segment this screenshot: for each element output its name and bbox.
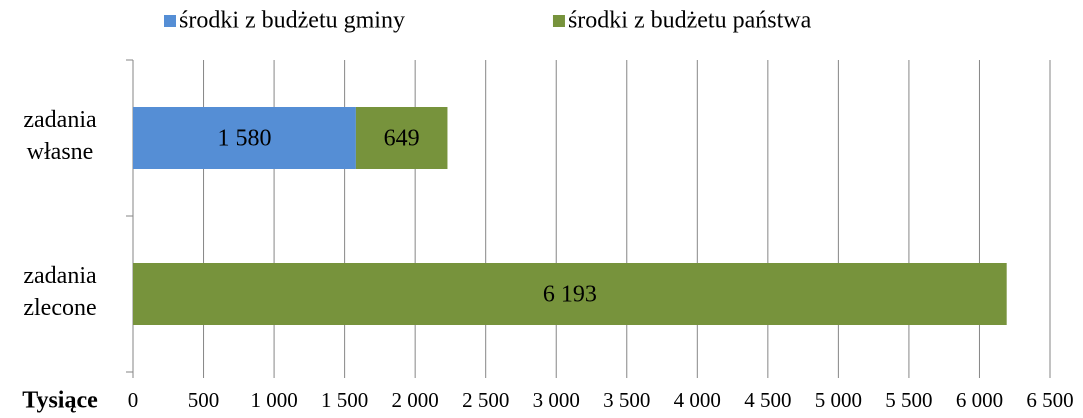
x-tick-label: 2 000 <box>392 388 439 412</box>
y-tick-label: zadania własne <box>23 107 97 165</box>
legend-swatch <box>552 15 565 27</box>
x-tick-label: 4 000 <box>674 388 721 412</box>
x-tick-label: 500 <box>188 388 220 412</box>
bar <box>133 107 356 169</box>
x-axis-label: Tysiące <box>22 388 98 414</box>
x-tick-label: 2 500 <box>462 388 509 412</box>
x-tick-label: 3 000 <box>533 388 580 412</box>
legend-label: środki z budżetu państwa <box>568 8 812 34</box>
x-tick-label: 4 500 <box>744 388 791 412</box>
x-tick-label: 0 <box>128 388 139 412</box>
y-tick-label: zadania zlecone <box>23 263 97 321</box>
x-tick-label: 3 500 <box>603 388 650 412</box>
legend-label: środki z budżetu gminy <box>179 8 405 34</box>
data-label: 1 580 <box>217 126 271 152</box>
x-tick-label: 1 500 <box>321 388 368 412</box>
x-tick-label: 5 500 <box>885 388 932 412</box>
bar <box>133 263 1007 325</box>
x-tick-label: 1 000 <box>250 388 297 412</box>
x-tick-label: 6 500 <box>1026 388 1073 412</box>
legend-swatch <box>164 15 176 27</box>
x-tick-label: 5 000 <box>815 388 862 412</box>
bar <box>355 107 448 169</box>
x-tick-label: 6 000 <box>956 388 1003 412</box>
data-label: 6 193 <box>543 282 597 308</box>
data-label: 649 <box>384 126 420 152</box>
